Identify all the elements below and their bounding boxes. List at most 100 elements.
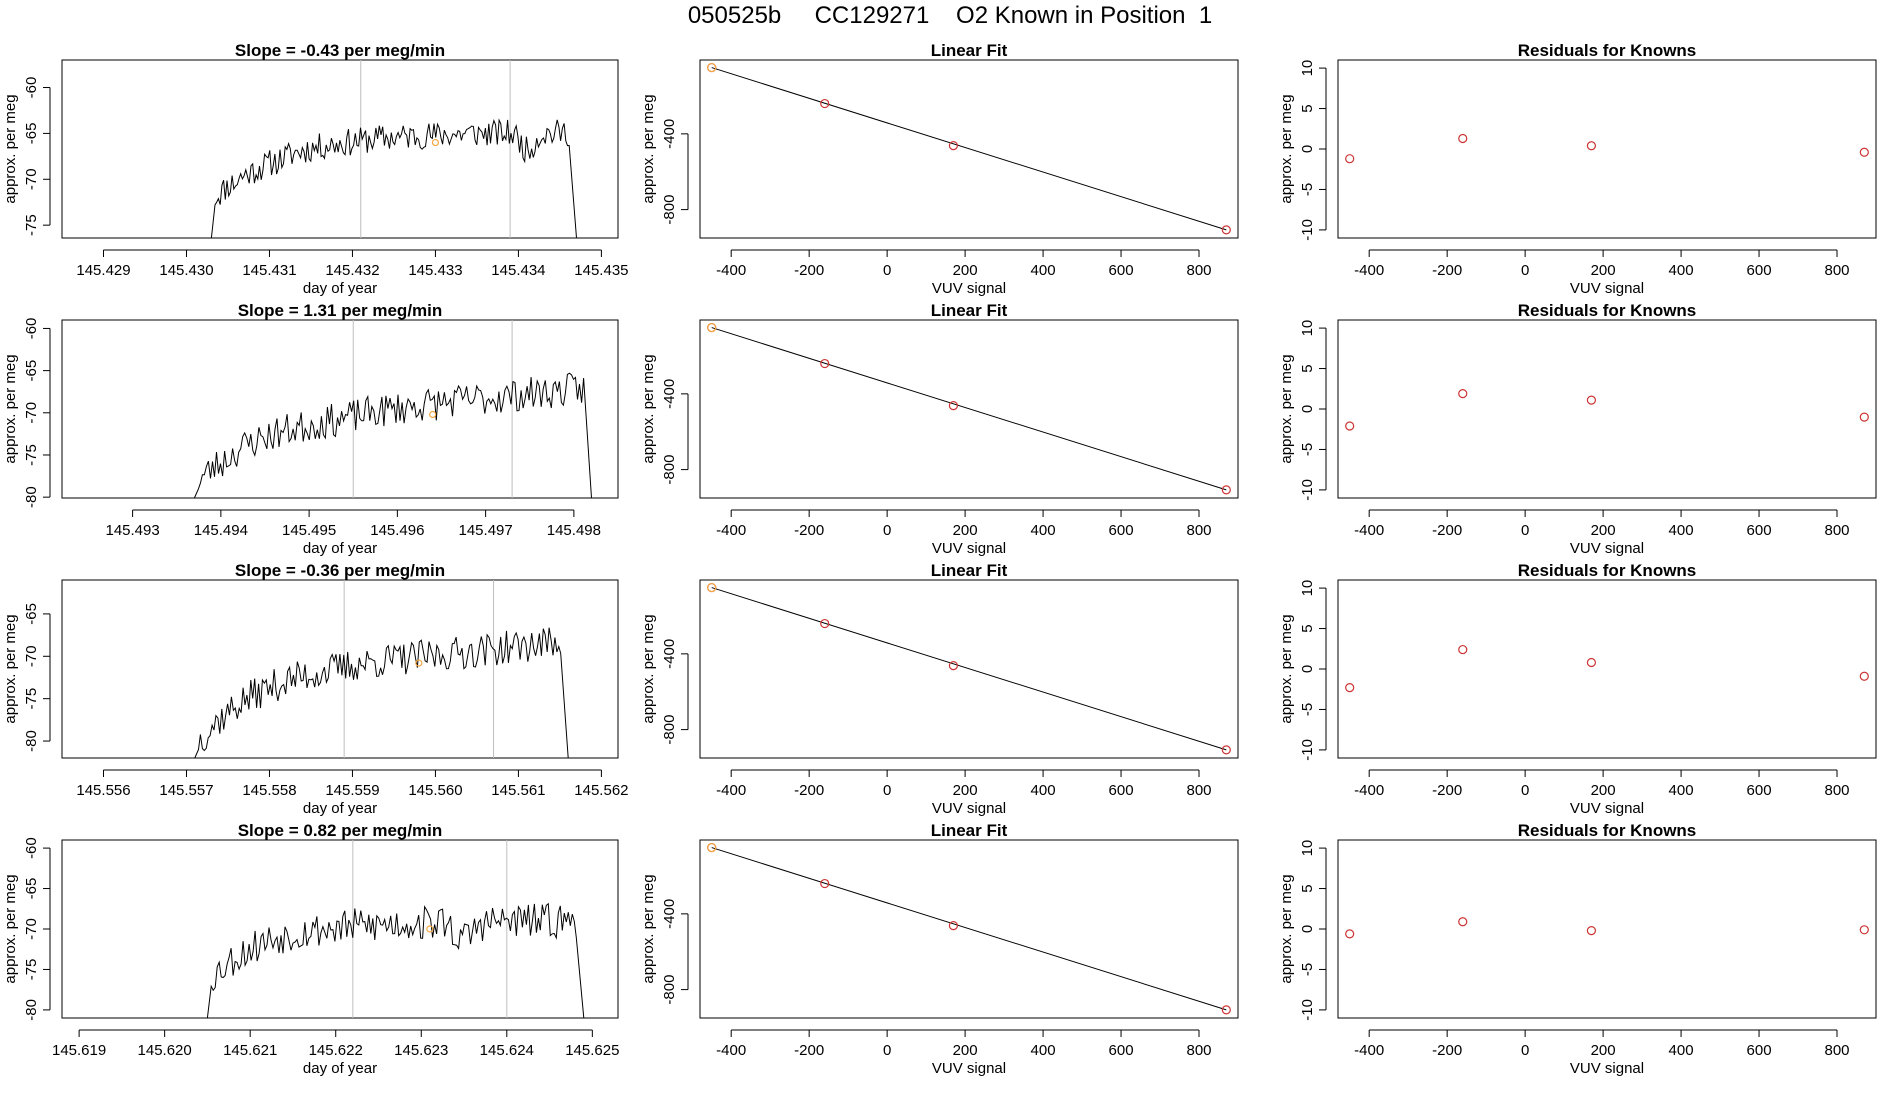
plot-frame [61, 839, 619, 1019]
x-tick-label: 145.558 [242, 782, 296, 799]
x-tick-label: 145.495 [282, 522, 336, 539]
x-tick-label: 0 [1521, 782, 1529, 799]
x-tick-label: 145.497 [459, 522, 513, 539]
x-tick-label: 800 [1186, 262, 1211, 279]
y-tick-label: -70 [23, 168, 40, 190]
x-tick-label: 145.620 [138, 1042, 192, 1059]
plot-frame [699, 839, 1239, 1019]
plot-frame [1337, 319, 1877, 499]
y-tick-label: -80 [23, 486, 40, 508]
plot-frame [699, 579, 1239, 759]
x-tick-label: 200 [953, 1042, 978, 1059]
x-tick-label: 400 [1669, 262, 1694, 279]
data-point [1586, 657, 1597, 668]
x-tick-label: -200 [794, 522, 824, 539]
x-tick-label: 0 [883, 782, 891, 799]
x-tick-label: 145.622 [309, 1042, 363, 1059]
x-tick-label: 600 [1109, 522, 1134, 539]
x-tick-label: 200 [1591, 782, 1616, 799]
chart-title: Slope = 0.82 per meg/min [238, 821, 443, 840]
y-tick-label: -10 [1299, 739, 1316, 761]
figure-title: 050525b CC129271 O2 Known in Position 1 [687, 2, 1213, 29]
plot-frame [61, 59, 619, 239]
data-point [1345, 421, 1355, 431]
x-tick-label: 145.559 [325, 782, 379, 799]
x-tick-label: 800 [1824, 1042, 1849, 1059]
x-tick-label: 600 [1747, 262, 1772, 279]
plot-frame [1337, 839, 1877, 1019]
highlight-marker [431, 138, 440, 147]
data-point [1458, 644, 1468, 655]
data-point [1859, 671, 1869, 681]
y-axis-label: approx. per meg [640, 354, 657, 463]
data-point [820, 358, 830, 369]
x-tick-label: 145.621 [223, 1042, 277, 1059]
data-point [1345, 683, 1355, 693]
y-tick-label: -70 [23, 645, 40, 667]
y-axis-label: approx. per meg [1278, 94, 1295, 203]
x-tick-label: 145.435 [574, 262, 628, 279]
x-tick-label: 600 [1109, 1042, 1134, 1059]
x-tick-label: -400 [716, 782, 746, 799]
x-axis-label: day of year [303, 280, 377, 297]
y-tick-label: 5 [1299, 624, 1316, 632]
x-tick-label: 145.556 [76, 782, 130, 799]
data-point [820, 98, 830, 109]
y-axis-label: approx. per meg [640, 874, 657, 983]
x-tick-label: 800 [1186, 782, 1211, 799]
x-axis-label: day of year [303, 800, 377, 817]
y-tick-label: -800 [661, 195, 678, 225]
y-tick-label: -75 [23, 444, 40, 466]
chart-title: Residuals for Knowns [1518, 301, 1697, 320]
x-tick-label: 145.430 [159, 262, 213, 279]
y-axis-label: approx. per meg [640, 94, 657, 203]
data-point [1586, 141, 1597, 151]
y-tick-label: -800 [661, 715, 678, 745]
chart-title: Linear Fit [931, 41, 1008, 60]
plot-frame [699, 59, 1239, 239]
x-tick-label: 400 [1669, 1042, 1694, 1059]
x-tick-label: 800 [1186, 1042, 1211, 1059]
x-tick-label: 145.498 [547, 522, 601, 539]
data-point [1859, 147, 1869, 157]
x-tick-label: 600 [1747, 782, 1772, 799]
x-tick-label: 0 [1521, 262, 1529, 279]
x-tick-label: -200 [1432, 782, 1462, 799]
x-axis-label: VUV signal [1570, 800, 1644, 817]
fit-line [711, 847, 1227, 1011]
x-tick-label: 200 [1591, 262, 1616, 279]
highlight-marker [707, 582, 717, 593]
x-axis-label: VUV signal [1570, 1060, 1644, 1077]
y-tick-label: 5 [1299, 104, 1316, 112]
x-tick-label: 400 [1031, 262, 1056, 279]
chart-title: Residuals for Knowns [1518, 561, 1697, 580]
y-tick-label: -80 [23, 999, 40, 1021]
y-tick-label: -5 [1299, 443, 1316, 456]
x-tick-label: -400 [1354, 1042, 1384, 1059]
chart-title: Slope = 1.31 per meg/min [238, 301, 443, 320]
x-tick-label: -400 [1354, 262, 1384, 279]
y-tick-label: -60 [23, 318, 40, 340]
data-point [1859, 925, 1869, 935]
highlight-marker [707, 62, 717, 73]
data-point [1859, 412, 1869, 422]
data-point [1458, 133, 1468, 144]
y-tick-label: -65 [23, 360, 40, 382]
y-tick-label: -10 [1299, 219, 1316, 241]
y-tick-label: 10 [1299, 60, 1316, 77]
y-axis-label: approx. per meg [2, 614, 19, 723]
y-tick-label: 0 [1299, 665, 1316, 673]
fit-line [711, 587, 1227, 751]
y-axis-label: approx. per meg [2, 354, 19, 463]
highlight-marker [707, 322, 717, 333]
y-tick-label: -800 [661, 455, 678, 485]
x-tick-label: 400 [1031, 1042, 1056, 1059]
y-tick-label: -65 [23, 878, 40, 900]
plot-frame [61, 319, 619, 499]
y-tick-label: 10 [1299, 580, 1316, 597]
y-tick-label: -5 [1299, 183, 1316, 196]
y-tick-label: 0 [1299, 405, 1316, 413]
y-axis-label: approx. per meg [1278, 614, 1295, 723]
y-axis-label: approx. per meg [1278, 354, 1295, 463]
